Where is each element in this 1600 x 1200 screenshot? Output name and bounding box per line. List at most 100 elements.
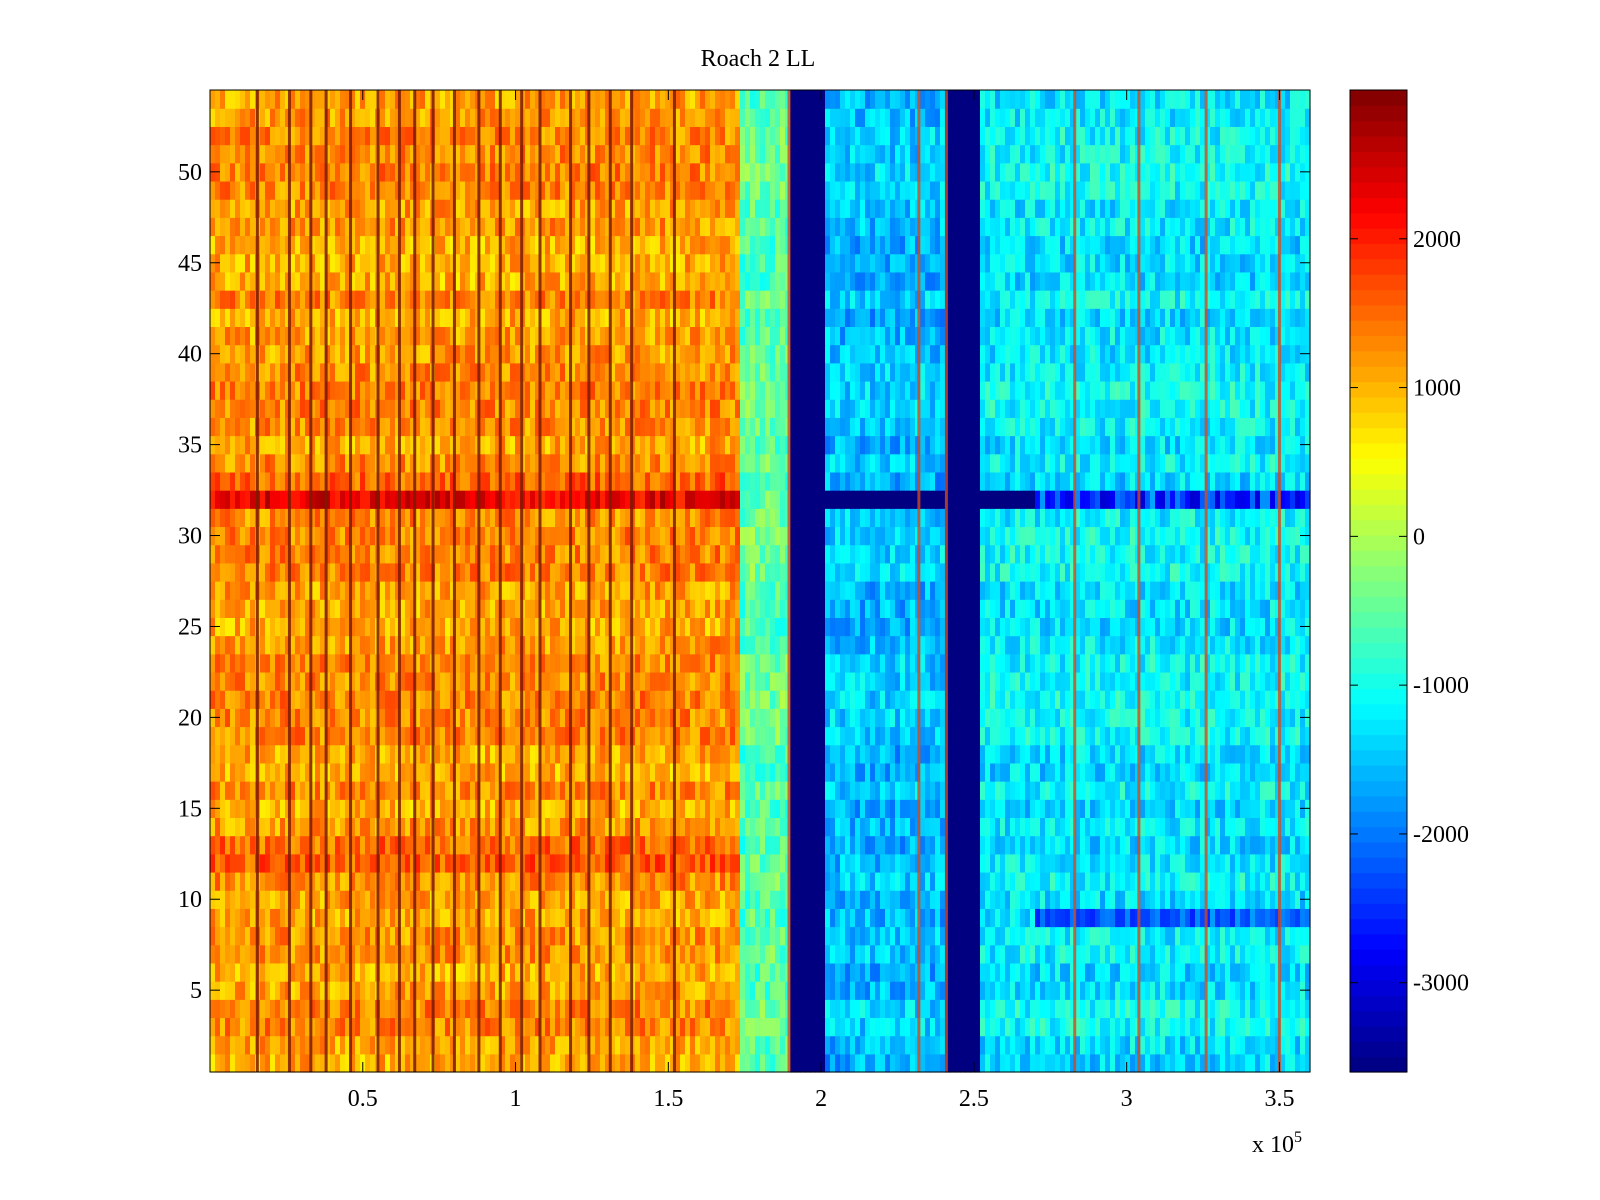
heatmap-cell [1045,744,1051,764]
heatmap-cell [625,944,631,964]
heatmap-cell [865,671,871,691]
heatmap-cell [895,690,901,709]
heatmap-cell [755,890,761,909]
heatmap-cell [1235,1053,1241,1073]
heatmap-cell [465,908,471,928]
heatmap-cell [1170,744,1176,764]
heatmap-cell [1005,962,1011,982]
heatmap-cell [960,726,966,746]
heatmap-cell [270,981,276,1000]
heatmap-cell [1220,799,1226,819]
heatmap-cell [710,671,716,691]
heatmap-cell [810,853,816,873]
heatmap-cell [1295,690,1301,709]
heatmap-cell [670,871,676,891]
heatmap-cell [1015,817,1021,837]
heatmap-cell [710,744,716,764]
heatmap-cell [820,835,826,855]
heatmap-cell [435,799,441,819]
heatmap-cell [310,744,316,764]
heatmap-cell [610,962,616,982]
heatmap-cell [495,999,501,1019]
heatmap-cell [985,853,991,873]
heatmap-cell [450,744,456,764]
heatmap-cell [1240,817,1246,837]
heatmap-cell [445,999,451,1019]
heatmap-cell [610,781,616,800]
heatmap-cell [805,726,811,746]
heatmap-cell [715,781,721,800]
heatmap-cell [1210,981,1216,1000]
heatmap-cell [940,690,946,709]
heatmap-cell [660,708,666,728]
heatmap-cell [1030,981,1036,1000]
heatmap-cell [920,744,926,764]
heatmap-cell [860,762,866,782]
heatmap-cell [485,762,491,782]
heatmap-cell [1075,908,1081,928]
heatmap-cell [685,1017,691,1037]
heatmap-cell [800,1035,806,1055]
heatmap-cell [995,890,1001,909]
heatmap-cell [1090,835,1096,855]
heatmap-cell [330,890,336,909]
heatmap-cell [1225,999,1231,1019]
heatmap-cell [1270,781,1276,800]
heatmap-cell [995,908,1001,928]
heatmap-cell [490,999,496,1019]
heatmap-cell [810,1035,816,1055]
heatmap-cell [285,908,291,928]
heatmap-cell [1170,1017,1176,1037]
heatmap-cell [1160,853,1166,873]
heatmap-cell [1240,926,1246,946]
heatmap-cell [320,908,326,928]
heatmap-cell [455,853,461,873]
heatmap-cell [920,1035,926,1055]
heatmap-cell [500,999,506,1019]
heatmap-cell [1270,799,1276,819]
heatmap-cell [295,908,301,928]
heatmap-cell [710,708,716,728]
heatmap-cell [680,653,686,673]
heatmap-cell [685,871,691,891]
heatmap-cell [500,671,506,691]
heatmap-cell [990,926,996,946]
heatmap-cell [1070,890,1076,909]
heatmap-cell [1270,1017,1276,1037]
heatmap-cell [790,671,796,691]
heatmap-cell [1095,781,1101,800]
heatmap-cell [410,708,416,728]
heatmap-cell [480,871,486,891]
heatmap-cell [1195,981,1201,1000]
heatmap-cell [600,1035,606,1055]
heatmap-cell [1225,890,1231,909]
heatmap-cell [590,853,596,873]
heatmap-cell [560,708,566,728]
heatmap-cell [885,744,891,764]
heatmap-cell [1035,1017,1041,1037]
heatmap-cell [685,744,691,764]
heatmap-cell [1095,981,1101,1000]
heatmap-cell [405,944,411,964]
heatmap-cell [1145,890,1151,909]
heatmap-cell [895,744,901,764]
heatmap-cell [1065,726,1071,746]
heatmap-cell [710,762,716,782]
heatmap-cell [670,981,676,1000]
heatmap-cell [325,871,331,891]
heatmap-cell [1120,1017,1126,1037]
heatmap-cell [1240,726,1246,746]
heatmap-cell [225,817,231,837]
heatmap-cell [1240,999,1246,1019]
heatmap-cell [950,708,956,728]
heatmap-cell [1050,1053,1056,1073]
heatmap-cell [595,817,601,837]
heatmap-cell [405,908,411,928]
heatmap-cell [1155,926,1161,946]
heatmap-cell [775,999,781,1019]
heatmap-cell [380,944,386,964]
heatmap-cell [675,999,681,1019]
heatmap-cell [760,762,766,782]
heatmap-cell [1170,708,1176,728]
heatmap-cell [265,762,271,782]
